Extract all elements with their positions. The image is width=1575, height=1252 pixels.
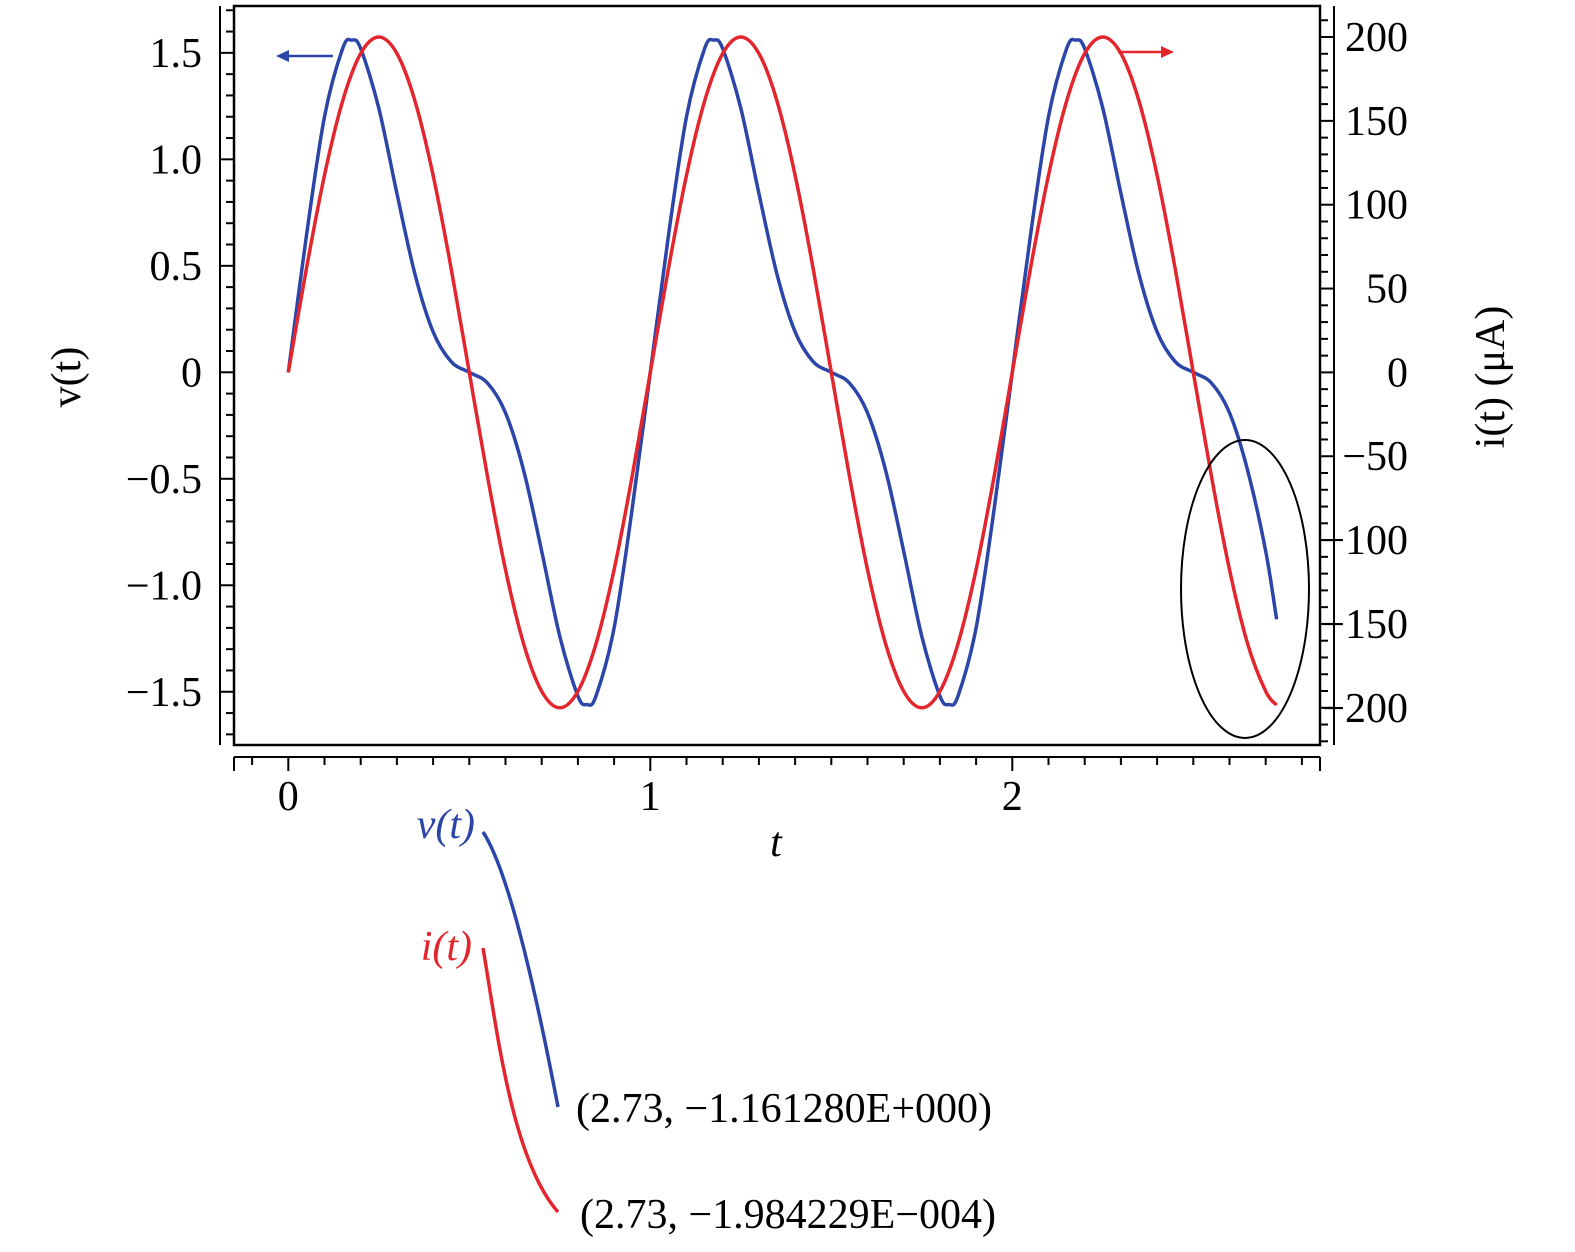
left-tick-label: −0.5 — [126, 457, 202, 503]
left-tick-label: 1.5 — [150, 31, 203, 77]
right-y-axis-label-text: i(t) (μA) — [1468, 306, 1514, 449]
right-tick-label: 0 — [1387, 350, 1408, 396]
right-tick-label: −150 — [1321, 602, 1408, 648]
left-axis-arrow — [276, 50, 333, 62]
right-tick-label: 150 — [1345, 99, 1408, 145]
series-layer — [286, 35, 1279, 710]
left-y-axis-label: v(t) — [44, 347, 90, 408]
x-axis-label: t — [770, 820, 783, 866]
plot-frame — [232, 4, 1322, 747]
series-line-i — [286, 35, 1278, 710]
x-tick-label: 1 — [640, 774, 661, 820]
right-tick-label: −200 — [1321, 686, 1408, 732]
right-tick-label: 50 — [1366, 267, 1408, 313]
right-axis-arrow — [1118, 46, 1174, 58]
trace-inset: v(t) i(t) (2.73, −1.161280E+000) (2.73, … — [417, 802, 996, 1238]
x-tick-label: 0 — [278, 774, 299, 820]
x-axis: 0 1 2 — [233, 756, 1321, 820]
left-tick-label: 1.0 — [150, 137, 203, 183]
x-tick-label: 2 — [1002, 774, 1023, 820]
right-tick-label: −50 — [1342, 434, 1408, 480]
left-y-axis: 1.5 1.0 0.5 0 −0.5 −1.0 −1.5 — [126, 6, 234, 745]
right-tick-label: 100 — [1345, 183, 1408, 229]
left-tick-label: 0 — [181, 350, 202, 396]
left-tick-label: −1.5 — [126, 670, 202, 716]
left-tick-label: −1.0 — [126, 563, 202, 609]
inset-v-readout: (2.73, −1.161280E+000) — [576, 1086, 992, 1132]
right-y-axis-label: i(t) (μA) — [1468, 306, 1514, 449]
right-y-axis: 200 150 100 50 0 −50 −100 −150 −200 — [1320, 6, 1408, 745]
inset-i-label: i(t) — [421, 924, 472, 970]
right-tick-label: −100 — [1321, 518, 1408, 564]
right-tick-label: 200 — [1345, 15, 1408, 61]
left-tick-label: 0.5 — [150, 244, 203, 290]
inset-i-trace — [481, 947, 560, 1214]
inset-v-label: v(t) — [417, 802, 475, 848]
highlight-ellipse — [1180, 439, 1310, 739]
inset-v-trace — [481, 831, 560, 1108]
left-y-axis-label-text: v(t) — [44, 347, 90, 408]
inset-i-readout: (2.73, −1.984229E−004) — [580, 1192, 996, 1238]
series-line-v — [286, 37, 1279, 707]
